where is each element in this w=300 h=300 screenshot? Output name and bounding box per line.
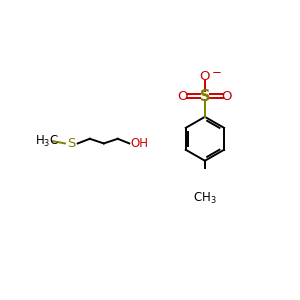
Text: S: S [200, 88, 210, 104]
Text: −: − [212, 66, 221, 79]
Text: CH$_3$: CH$_3$ [193, 191, 217, 206]
Text: O: O [222, 90, 232, 103]
Text: O: O [178, 90, 188, 103]
Text: H$_3$C: H$_3$C [35, 134, 59, 149]
Text: O: O [200, 70, 210, 83]
Text: S: S [67, 137, 75, 150]
Text: OH: OH [130, 137, 148, 150]
